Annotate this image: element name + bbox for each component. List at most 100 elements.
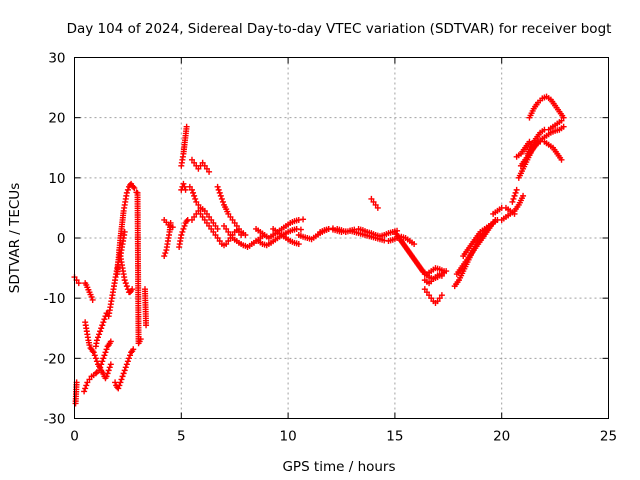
data-point <box>512 189 519 196</box>
series-s32 <box>421 271 445 287</box>
data-point <box>89 296 96 303</box>
series-s12 <box>141 286 150 329</box>
data-point <box>438 292 445 299</box>
x-tick-label: 25 <box>600 429 617 445</box>
series-s25 <box>270 225 302 248</box>
y-tick-label: 10 <box>48 171 65 187</box>
data-point <box>441 268 448 275</box>
data-point <box>214 225 221 232</box>
data-point <box>192 195 199 202</box>
series-s18 <box>188 156 213 175</box>
series-s9 <box>114 180 138 278</box>
data-point <box>127 352 134 359</box>
series-s31 <box>421 286 445 306</box>
data-point <box>372 201 379 208</box>
chart-title: Day 104 of 2024, Sidereal Day-to-day VTE… <box>67 21 612 37</box>
data-point <box>122 364 129 371</box>
data-point <box>123 283 130 290</box>
data-point <box>191 213 198 220</box>
data-point <box>203 210 210 217</box>
data-point <box>210 219 217 226</box>
data-point <box>560 114 567 121</box>
data-point <box>225 238 232 245</box>
data-point <box>117 379 124 386</box>
x-tick-label: 20 <box>493 429 510 445</box>
series-s16 <box>178 180 189 193</box>
data-point <box>107 338 114 345</box>
series-s27 <box>317 225 418 248</box>
x-tick-label: 0 <box>70 429 79 445</box>
data-point <box>89 348 96 355</box>
data-point <box>106 364 113 371</box>
data-point <box>181 183 188 190</box>
data-point <box>97 364 104 371</box>
data-point <box>227 213 234 220</box>
data-point <box>510 195 517 202</box>
data-point <box>92 355 99 362</box>
data-point <box>82 385 89 392</box>
series-s34 <box>453 216 499 278</box>
y-tick-label: 0 <box>57 231 66 247</box>
data-point <box>162 250 169 257</box>
data-point <box>99 358 106 365</box>
data-point <box>112 379 119 386</box>
data-point <box>426 292 433 299</box>
data-point <box>210 228 217 235</box>
series-s10 <box>116 247 136 296</box>
data-point <box>127 289 134 296</box>
data-point <box>97 328 104 335</box>
data-point <box>94 334 101 341</box>
data-point <box>178 231 185 238</box>
data-point <box>411 241 418 248</box>
data-point <box>98 361 105 368</box>
data-point <box>128 349 135 356</box>
data-point <box>98 325 105 332</box>
data-point <box>201 216 208 223</box>
data-point <box>104 343 111 350</box>
data-point <box>428 295 435 302</box>
data-point <box>129 286 136 293</box>
data-point <box>368 195 375 202</box>
data-point <box>121 367 128 374</box>
data-point <box>92 370 99 377</box>
data-point <box>122 280 129 287</box>
series-s20 <box>188 207 245 249</box>
data-point <box>214 183 221 190</box>
data-point <box>421 286 428 293</box>
y-tick-label: -20 <box>43 351 65 367</box>
series-s19 <box>186 183 221 232</box>
data-point <box>242 231 249 238</box>
series-s30 <box>398 238 448 278</box>
data-point <box>103 373 110 380</box>
data-point <box>195 165 202 172</box>
series-s43 <box>513 138 533 160</box>
data-point <box>123 189 130 196</box>
series-s21 <box>214 183 249 238</box>
series-s42 <box>526 93 567 121</box>
data-point <box>370 198 377 205</box>
series-s28 <box>368 195 381 211</box>
data-point <box>180 225 187 232</box>
data-point <box>217 192 224 199</box>
data-point <box>131 185 138 192</box>
y-tick-label: 20 <box>48 111 65 127</box>
data-point <box>423 289 430 296</box>
data-point <box>188 186 195 193</box>
data-point <box>121 277 128 284</box>
data-point <box>169 224 176 231</box>
data-point <box>485 222 492 229</box>
data-point <box>212 222 219 229</box>
data-point <box>218 195 225 202</box>
data-point <box>208 225 215 232</box>
data-point <box>295 241 302 248</box>
data-point <box>93 337 100 344</box>
series-s14 <box>161 216 176 231</box>
data-point <box>526 138 533 145</box>
axis-ticks: 0 5 10 15 20 25 -30 -20 -10 0 10 20 30 <box>43 51 617 445</box>
data-point <box>124 186 131 193</box>
data-point <box>116 382 123 389</box>
data-point <box>229 216 236 223</box>
data-point <box>190 189 197 196</box>
data-point <box>130 183 137 190</box>
data-point <box>558 117 565 124</box>
